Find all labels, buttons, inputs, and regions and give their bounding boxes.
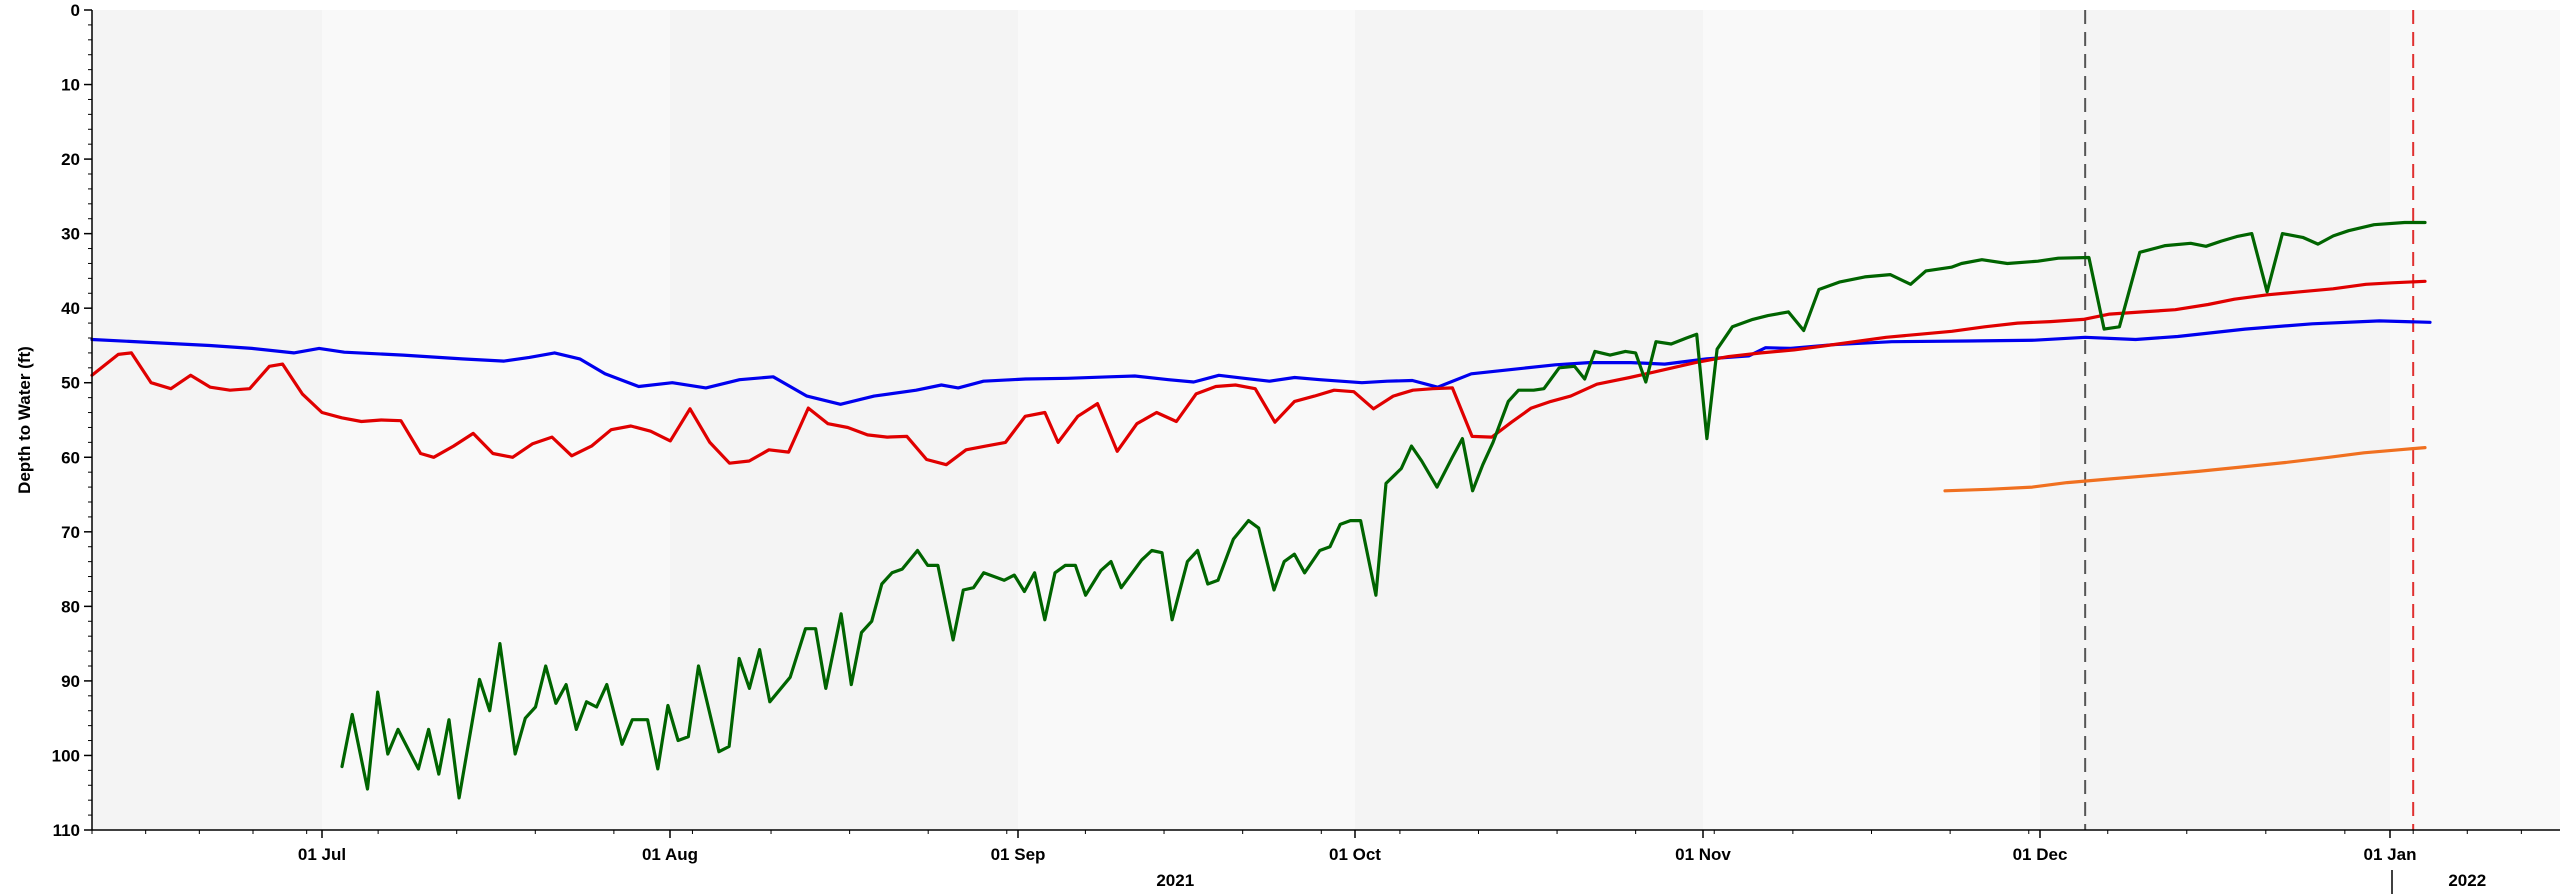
- x-tick-label: 01 Dec: [2013, 845, 2068, 864]
- month-band: [1355, 10, 1703, 830]
- series-line-3: [1943, 446, 2427, 493]
- y-tick-label: 100: [52, 746, 80, 765]
- month-band: [1018, 10, 1355, 830]
- month-shading-bands: [92, 10, 2560, 830]
- x-tick-label: 01 Aug: [642, 845, 698, 864]
- y-tick-label: 70: [61, 523, 80, 542]
- month-band: [92, 10, 322, 830]
- series-lines: [90, 220, 2432, 800]
- x-tick-label: 01 Jan: [2364, 845, 2417, 864]
- y-tick-label: 110: [53, 821, 80, 840]
- y-tick-label: 30: [61, 225, 80, 244]
- y-tick-label: 10: [61, 76, 80, 95]
- year-label: 2021: [1156, 871, 1194, 890]
- y-tick-label: 50: [61, 374, 80, 393]
- y-axis-title: Depth to Water (ft): [15, 346, 34, 494]
- y-tick-label: 90: [61, 672, 80, 691]
- x-axis-ticks: 01 Jul 01 Aug 01 Sep 01 Oct 01 Nov 01 Dec 01 J…: [91, 830, 2522, 864]
- vertical-marker-lines: [2084, 10, 2415, 830]
- month-band: [2390, 10, 2560, 830]
- month-band: [670, 10, 1018, 830]
- x-tick-label: 01 Oct: [1329, 845, 1381, 864]
- y-axis-ticks: 0 10 20 30 40 50 60 70 80 90 100 110: [52, 1, 92, 840]
- y-tick-label: 60: [61, 448, 80, 467]
- axes: [91, 10, 2560, 831]
- month-band: [2040, 10, 2390, 830]
- x-tick-label: 01 Jul: [298, 845, 346, 864]
- y-tick-label: 20: [61, 150, 80, 169]
- year-labels: 2021 2022: [1156, 870, 2486, 894]
- series-line-1: [90, 279, 2427, 467]
- series-line-2: [340, 220, 2427, 800]
- y-tick-label: 40: [61, 299, 80, 318]
- x-tick-label: 01 Sep: [991, 845, 1046, 864]
- y-tick-label: 80: [61, 597, 80, 616]
- year-label: 2022: [2448, 871, 2486, 890]
- month-band: [1703, 10, 2040, 830]
- y-tick-label: 0: [71, 1, 80, 20]
- x-tick-label: 01 Nov: [1675, 845, 1731, 864]
